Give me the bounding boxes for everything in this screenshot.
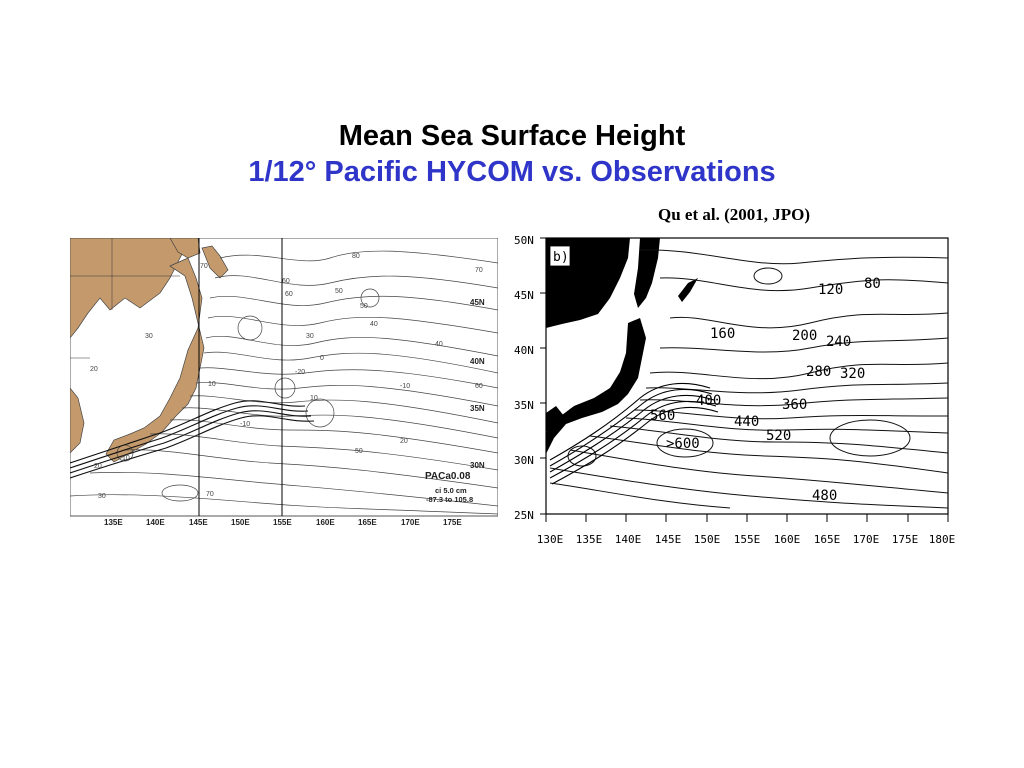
lon-label: 140E	[146, 518, 165, 527]
contour-label: 10	[310, 395, 318, 402]
contour-label: 20	[90, 366, 98, 373]
contour-label: 70	[206, 491, 214, 498]
contour-label: >600	[666, 436, 700, 452]
lon-label: 175E	[892, 533, 919, 546]
lon-label: 155E	[273, 518, 292, 527]
lon-label: 180E	[929, 533, 956, 546]
contour-label: 400	[696, 393, 721, 409]
contour-label: 30	[145, 333, 153, 340]
lon-label: 155E	[734, 533, 761, 546]
citation: Qu et al. (2001, JPO)	[658, 205, 811, 224]
contour-label: 160	[710, 326, 735, 342]
contour-label: 30	[98, 493, 106, 500]
contour-label: 440	[734, 414, 759, 430]
hycom-ssh-map: 80 70 60 50 40 30 20 10 0 -10 -20 70 60 …	[70, 238, 498, 527]
contour-label: 50	[360, 303, 368, 310]
contour-label: 0	[320, 355, 324, 362]
lon-label: 160E	[774, 533, 801, 546]
contour-label: 280	[806, 364, 831, 380]
contour-label: 70	[475, 267, 483, 274]
contour-label: 20	[94, 463, 102, 470]
lon-label: 135E	[104, 518, 123, 527]
lat-label: 30N	[470, 461, 485, 470]
lon-label: 130E	[537, 533, 564, 546]
lon-label: 150E	[231, 518, 250, 527]
lon-label: 135E	[576, 533, 603, 546]
lat-label: 35N	[470, 404, 485, 413]
contour-label: 10	[208, 381, 216, 388]
contour-label: 320	[840, 366, 865, 382]
contour-label: -20	[295, 369, 305, 376]
contour-label: 560	[650, 408, 675, 424]
lat-label: 25N	[514, 509, 534, 522]
right-map-lon-labels: 130E 135E 140E 145E 150E 155E 160E 165E …	[537, 533, 956, 546]
right-map-lon-ticks	[545, 514, 949, 522]
contour-label: 40	[435, 341, 443, 348]
range-label: -87.3 to 105.8	[426, 495, 473, 504]
contour-label: 480	[812, 488, 837, 504]
lat-label: 40N	[470, 357, 485, 366]
contour-label: 60	[285, 291, 293, 298]
left-map-info: PACa0.08 ci 5.0 cm -87.3 to 105.8	[425, 471, 473, 504]
lat-label: 50N	[514, 234, 534, 247]
slide-subtitle: 1/12° Pacific HYCOM vs. Observations	[248, 156, 776, 188]
contour-interval-label: ci 5.0 cm	[435, 486, 467, 495]
lat-label: 45N	[470, 298, 485, 307]
observed-ssh-map: b) 120 80 160 200 240 280 320 400 360 56…	[514, 234, 956, 546]
contour-label: 10	[122, 455, 130, 462]
right-map-contours	[549, 249, 949, 509]
left-map-lat-35n: 35N	[470, 404, 485, 413]
contour-label: 200	[792, 328, 817, 344]
right-map-kuroshio	[549, 382, 719, 485]
right-map-panel-label: b)	[549, 245, 571, 267]
left-map-contours	[70, 250, 498, 515]
lon-label: 165E	[358, 518, 377, 527]
slide-title: Mean Sea Surface Height	[338, 120, 686, 152]
lon-label: 165E	[814, 533, 841, 546]
contour-label: 20	[400, 438, 408, 445]
lat-label: 30N	[514, 454, 534, 467]
left-map-lat-labels: 30N 40N 45N	[470, 298, 485, 470]
lat-label: 40N	[514, 344, 534, 357]
right-map-lat-ticks	[540, 237, 546, 515]
contour-label: -10	[400, 383, 410, 390]
lat-label: 35N	[514, 399, 534, 412]
contour-label: 240	[826, 334, 851, 350]
left-map-land	[70, 238, 229, 463]
slide-title-block: Mean Sea Surface Height 1/12° Pacific HY…	[0, 118, 1024, 190]
lon-label: 175E	[443, 518, 462, 527]
contour-label: 50	[335, 288, 343, 295]
contour-label: 80	[352, 253, 360, 260]
lon-label: 170E	[401, 518, 420, 527]
contour-label: 50	[355, 448, 363, 455]
contour-label: 360	[782, 397, 807, 413]
lon-label: 170E	[853, 533, 880, 546]
left-map-contour-labels: 80 70 60 50 40 30 20 10 0 -10 -20 70 60 …	[90, 253, 483, 500]
contour-label: 30	[306, 333, 314, 340]
lat-label: 45N	[514, 289, 534, 302]
lon-label: 145E	[189, 518, 208, 527]
contour-label: 120	[818, 282, 843, 298]
panel-label-b: b)	[553, 250, 569, 265]
right-map-contour-labels: 120 80 160 200 240 280 320 400 360 560 4…	[650, 276, 881, 504]
lon-label: 140E	[615, 533, 642, 546]
lon-label: 160E	[316, 518, 335, 527]
contour-label: -10	[240, 421, 250, 428]
contour-label: 60	[282, 278, 290, 285]
contour-label: 80	[864, 276, 881, 292]
contour-label: 520	[766, 428, 791, 444]
right-map-lat-labels: 50N 45N 40N 35N 30N 25N	[514, 234, 534, 522]
left-map-lon-labels: 135E 140E 145E 150E 155E 160E 165E 170E …	[104, 518, 462, 527]
contour-label: 40	[370, 321, 378, 328]
left-map-kuroshio	[70, 400, 315, 479]
contour-label: 60	[475, 383, 483, 390]
contour-label: 70	[200, 263, 208, 270]
lon-label: 145E	[655, 533, 682, 546]
model-label: PACa0.08	[425, 471, 471, 482]
left-map-land-grid	[70, 238, 180, 359]
lon-label: 150E	[694, 533, 721, 546]
